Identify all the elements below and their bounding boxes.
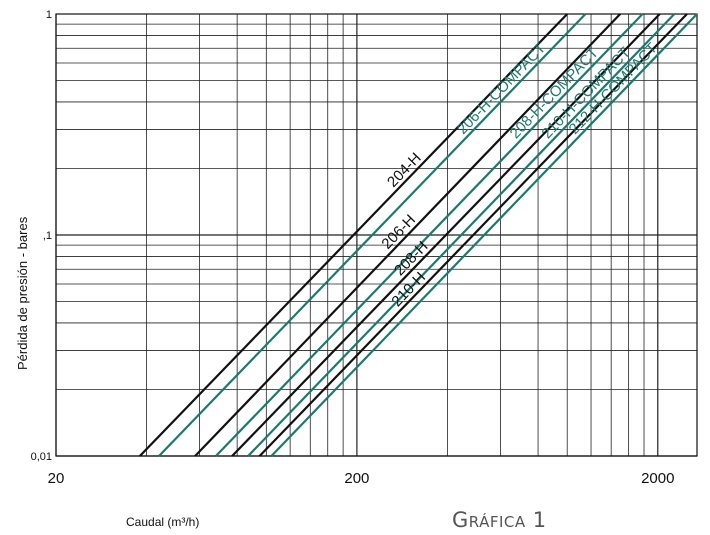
figure-caption: Gráfica 1 xyxy=(452,508,547,532)
series-line xyxy=(231,13,661,457)
series-line xyxy=(270,13,698,457)
y-tick-label: 0,01 xyxy=(31,451,52,463)
y-tick-label: 1 xyxy=(46,9,52,21)
y-tick-label: ,1 xyxy=(43,230,52,242)
tick-labels: 20 200 2000 0,01 ,1 1 xyxy=(31,9,675,487)
series-line xyxy=(158,13,587,457)
series-line xyxy=(139,13,568,457)
series-line xyxy=(215,13,644,457)
x-tick-label: 2000 xyxy=(641,470,674,487)
x-tick-label: 20 xyxy=(48,470,65,487)
series-line xyxy=(247,13,676,457)
series-lines xyxy=(139,13,698,457)
series-line xyxy=(258,13,688,457)
series-label: 204-H xyxy=(384,150,425,191)
x-axis-label: Caudal (m³/h) xyxy=(126,515,200,529)
y-axis-label: Pérdida de presión - bares xyxy=(15,216,30,370)
grid xyxy=(55,14,697,457)
x-tick-label: 200 xyxy=(344,470,369,487)
plot-frame xyxy=(55,13,698,457)
series-line xyxy=(194,13,621,457)
